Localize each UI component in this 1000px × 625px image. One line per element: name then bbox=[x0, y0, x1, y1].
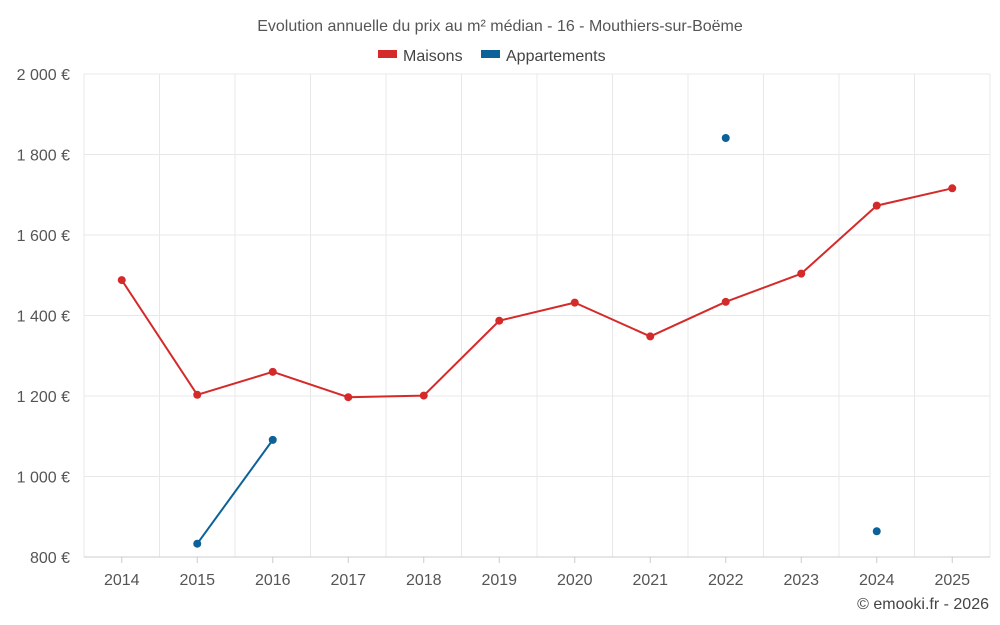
legend: Maisons Appartements bbox=[378, 48, 606, 65]
legend-swatch-maisons bbox=[378, 50, 397, 58]
data-point-appartements[interactable] bbox=[193, 539, 202, 548]
x-tick-label: 2023 bbox=[783, 572, 819, 589]
credit-text: © emooki.fr - 2026 bbox=[857, 596, 989, 613]
y-tick-label: 2 000 € bbox=[17, 67, 70, 84]
y-tick-label: 800 € bbox=[30, 550, 70, 567]
y-tick-label: 1 200 € bbox=[17, 389, 70, 406]
legend-item-appartements[interactable]: Appartements bbox=[481, 48, 606, 65]
chart-title: Evolution annuelle du prix au m² médian … bbox=[257, 18, 743, 35]
data-point-maisons[interactable] bbox=[948, 184, 957, 193]
grid bbox=[83, 73, 991, 557]
legend-label-appartements: Appartements bbox=[506, 48, 606, 65]
x-tick-label: 2022 bbox=[708, 572, 744, 589]
data-point-maisons[interactable] bbox=[570, 298, 579, 307]
y-tick-label: 1 800 € bbox=[17, 148, 70, 165]
legend-swatch-appartements bbox=[481, 50, 500, 58]
data-point-appartements[interactable] bbox=[268, 435, 277, 444]
series-line-maisons bbox=[120, 187, 953, 399]
data-point-maisons[interactable] bbox=[117, 276, 126, 285]
x-tick-label: 2017 bbox=[330, 572, 366, 589]
data-point-maisons[interactable] bbox=[419, 391, 428, 400]
data-point-maisons[interactable] bbox=[344, 393, 353, 402]
data-point-appartements[interactable] bbox=[872, 527, 881, 536]
series-layer bbox=[117, 133, 957, 548]
x-tick-label: 2015 bbox=[179, 572, 215, 589]
y-axis: 800 € 1 000 € 1 200 € 1 400 € 1 600 € 1 800 €… bbox=[17, 67, 70, 567]
x-tick-label: 2018 bbox=[406, 572, 442, 589]
x-tick-label: 2016 bbox=[255, 572, 291, 589]
x-axis: 2014 2015 2016 2017 2018 2019 2020 2021 2022 2023… bbox=[84, 556, 990, 589]
x-tick-label: 2021 bbox=[632, 572, 668, 589]
data-point-maisons[interactable] bbox=[872, 201, 881, 210]
data-point-maisons[interactable] bbox=[193, 390, 202, 399]
legend-label-maisons: Maisons bbox=[403, 48, 463, 65]
y-tick-label: 1 600 € bbox=[17, 228, 70, 245]
data-point-maisons[interactable] bbox=[495, 316, 504, 325]
x-tick-label: 2020 bbox=[557, 572, 593, 589]
x-tick-label: 2024 bbox=[859, 572, 895, 589]
series-line-appartements bbox=[196, 439, 274, 545]
data-point-maisons[interactable] bbox=[646, 332, 655, 341]
x-tick-label: 2025 bbox=[934, 572, 970, 589]
y-tick-label: 1 000 € bbox=[17, 470, 70, 487]
data-point-appartements[interactable] bbox=[721, 133, 730, 142]
y-tick-label: 1 400 € bbox=[17, 309, 70, 326]
x-tick-label: 2014 bbox=[104, 572, 140, 589]
data-point-maisons[interactable] bbox=[797, 269, 806, 278]
legend-item-maisons[interactable]: Maisons bbox=[378, 48, 463, 65]
x-tick-label: 2019 bbox=[481, 572, 517, 589]
data-point-maisons[interactable] bbox=[268, 367, 277, 376]
data-point-maisons[interactable] bbox=[721, 297, 730, 306]
